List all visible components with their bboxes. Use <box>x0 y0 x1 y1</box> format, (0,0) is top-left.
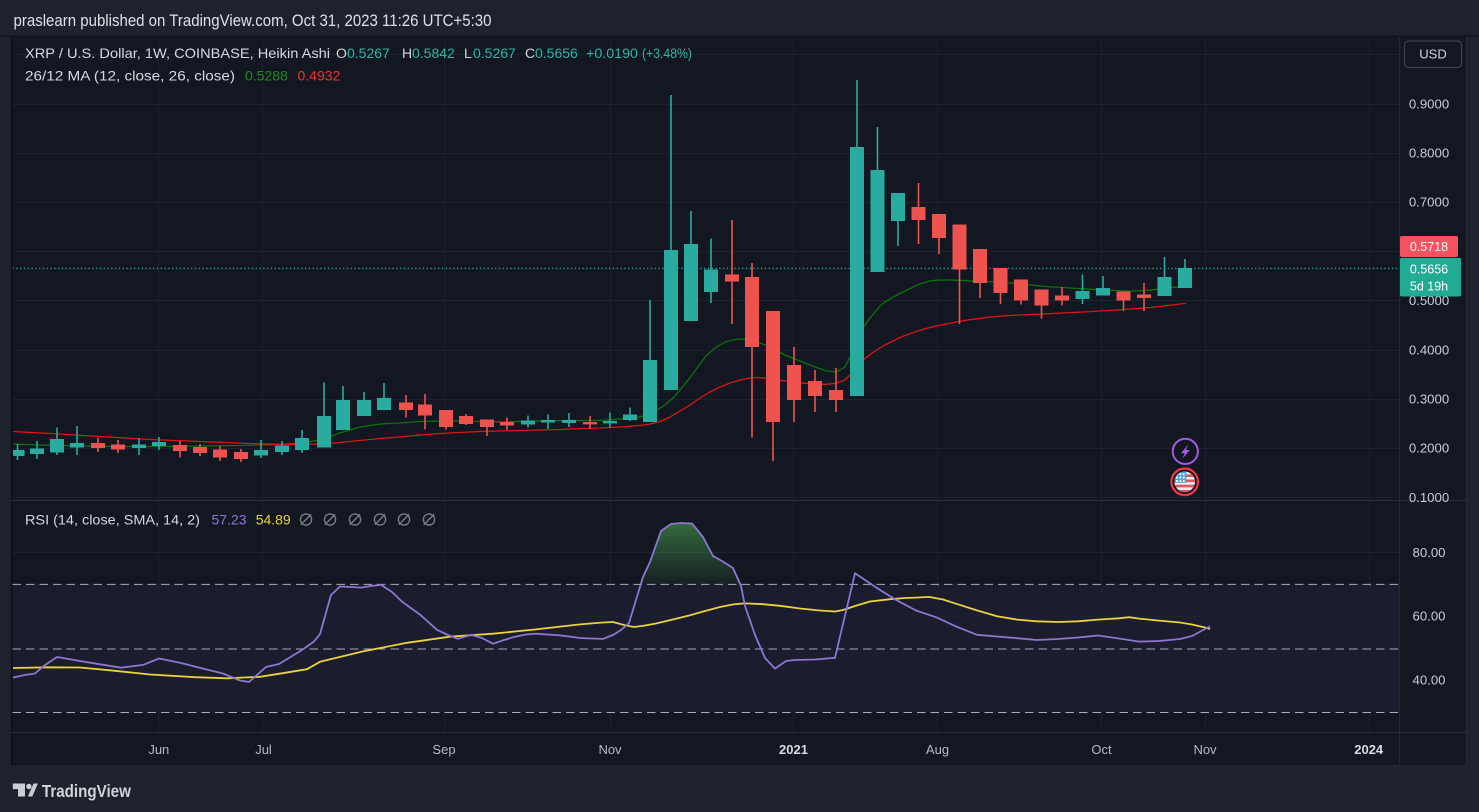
svg-text:0.5288: 0.5288 <box>245 68 288 84</box>
svg-text:TradingView: TradingView <box>42 781 131 801</box>
svg-text:0.8000: 0.8000 <box>1409 146 1449 161</box>
svg-text:0.5656: 0.5656 <box>1410 263 1448 277</box>
svg-text:H: H <box>402 45 412 61</box>
svg-text:5d 19h: 5d 19h <box>1410 280 1448 294</box>
svg-text:0.5000: 0.5000 <box>1409 293 1449 308</box>
svg-text:2024: 2024 <box>1354 742 1384 757</box>
svg-text:Jun: Jun <box>148 742 169 757</box>
svg-text:0.3000: 0.3000 <box>1409 392 1449 407</box>
svg-text:0.5718: 0.5718 <box>1410 240 1448 254</box>
svg-text:USD: USD <box>1419 47 1446 62</box>
svg-text:0.5842: 0.5842 <box>412 45 455 61</box>
svg-text:57.23: 57.23 <box>212 512 247 528</box>
svg-text:0.2000: 0.2000 <box>1409 441 1449 456</box>
svg-text:80.00: 80.00 <box>1412 545 1445 560</box>
svg-text:Nov: Nov <box>1193 742 1217 757</box>
svg-text:Sep: Sep <box>432 742 455 757</box>
svg-text:54.89: 54.89 <box>256 512 291 528</box>
svg-text:60.00: 60.00 <box>1412 609 1445 624</box>
svg-text:2021: 2021 <box>779 742 808 757</box>
svg-text:0.5267: 0.5267 <box>347 45 390 61</box>
svg-text:Oct: Oct <box>1091 742 1112 757</box>
svg-text:0.4932: 0.4932 <box>298 68 341 84</box>
svg-text:RSI (14, close, SMA, 14, 2): RSI (14, close, SMA, 14, 2) <box>25 512 200 528</box>
svg-text:0.9000: 0.9000 <box>1409 96 1449 111</box>
svg-text:(+3.48%): (+3.48%) <box>642 45 692 61</box>
svg-text:0.4000: 0.4000 <box>1409 342 1449 357</box>
svg-text:Nov: Nov <box>598 742 622 757</box>
svg-text:Jul: Jul <box>255 742 272 757</box>
svg-text:XRP / U.S. Dollar, 1W, COINBAS: XRP / U.S. Dollar, 1W, COINBASE, Heikin … <box>25 45 330 61</box>
svg-text:40.00: 40.00 <box>1412 672 1445 687</box>
svg-text:praslearn published on Trading: praslearn published on TradingView.com, … <box>14 12 492 30</box>
svg-text:C: C <box>525 45 535 61</box>
svg-text:O: O <box>336 45 347 61</box>
svg-text:0.5267: 0.5267 <box>473 45 516 61</box>
svg-text:L: L <box>464 45 472 61</box>
svg-text:Aug: Aug <box>926 742 949 757</box>
svg-text:26/12 MA (12, close, 26, close: 26/12 MA (12, close, 26, close) <box>25 68 235 84</box>
svg-text:+0.0190: +0.0190 <box>586 45 638 61</box>
svg-text:0.7000: 0.7000 <box>1409 195 1449 210</box>
svg-text:0.5656: 0.5656 <box>535 45 578 61</box>
svg-text:0.1000: 0.1000 <box>1409 490 1449 505</box>
